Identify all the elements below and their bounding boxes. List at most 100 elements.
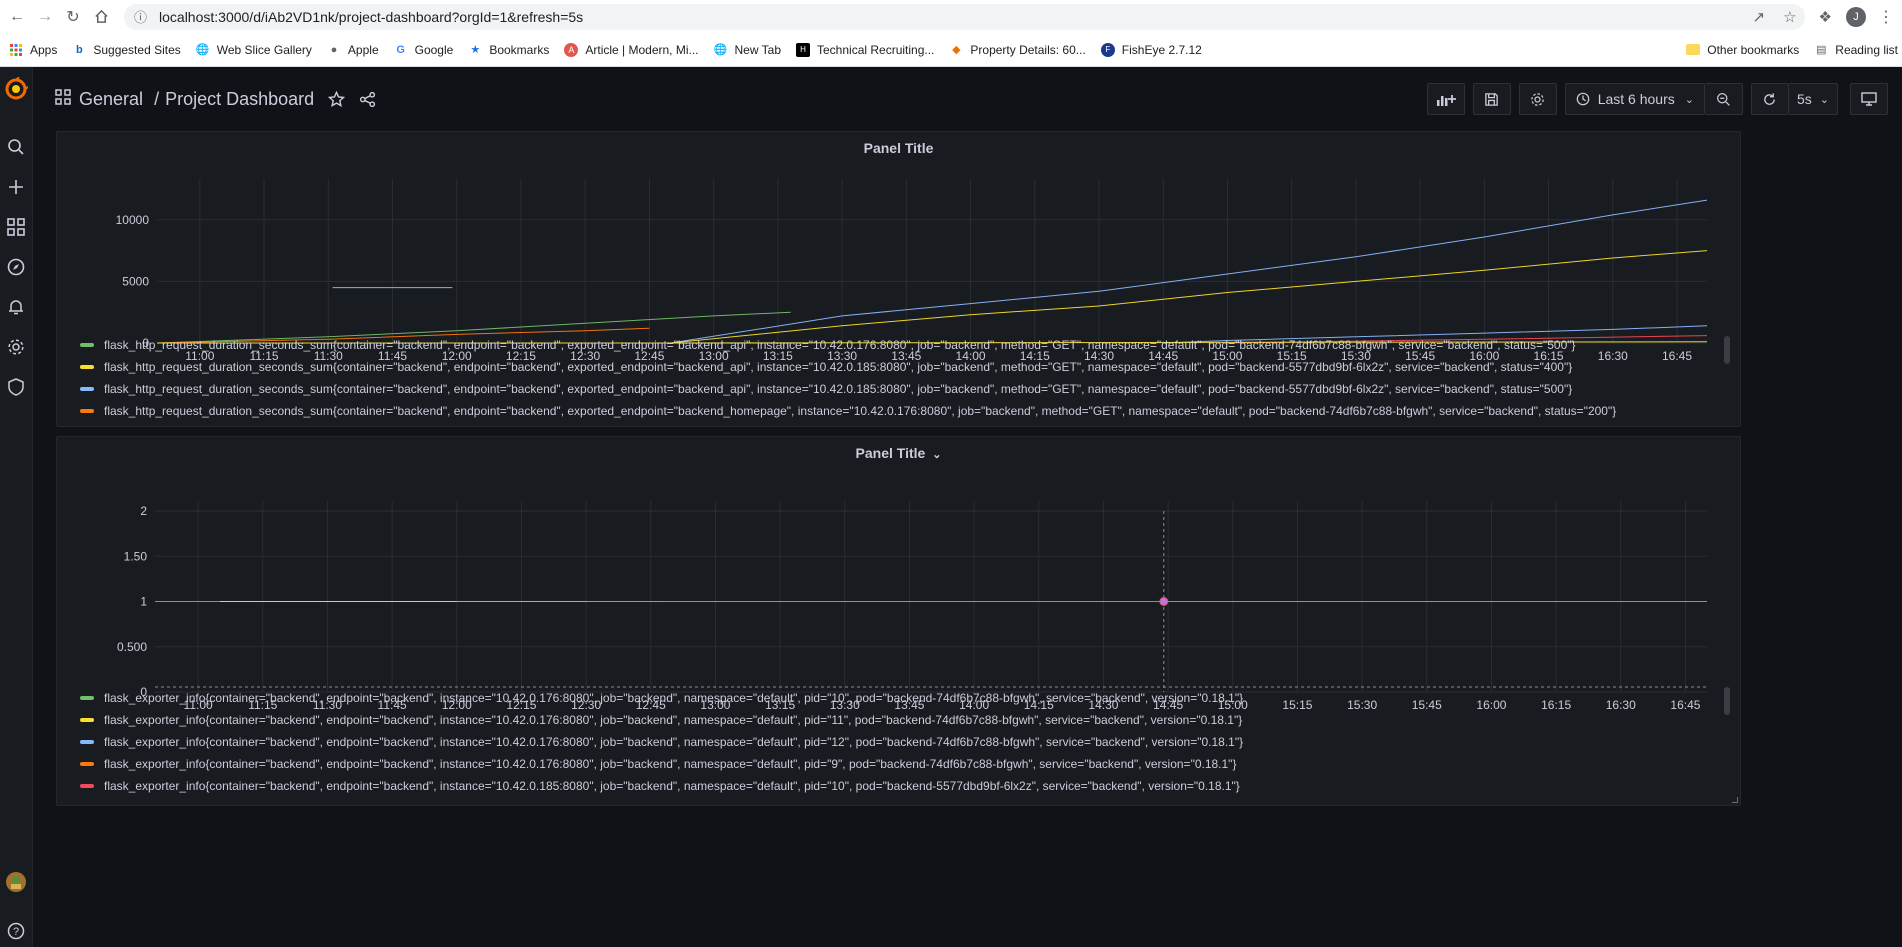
bookmark-label: Web Slice Gallery — [216, 42, 312, 57]
browser-menu-icon[interactable]: ⋮ — [1878, 8, 1894, 26]
bookmark-google[interactable]: G Google — [394, 43, 453, 57]
bookmark-bookmarks[interactable]: ★ Bookmarks — [468, 43, 549, 57]
bookmark-apps[interactable]: Apps — [9, 43, 57, 57]
url-text: localhost:3000/d/iAb2VD1nk/project-dashb… — [159, 8, 584, 25]
extensions-puzzle-icon[interactable]: ❖ — [1818, 8, 1832, 26]
address-bar[interactable]: ⓘ localhost:3000/d/iAb2VD1nk/project-das… — [124, 3, 1805, 30]
forward-icon[interactable]: → — [37, 7, 53, 25]
back-icon[interactable]: ← — [9, 7, 25, 25]
browser-toolbar: ← → ↻ ⓘ localhost:3000/d/iAb2VD1nk/proje… — [0, 0, 1902, 33]
cog-icon — [1531, 92, 1544, 106]
mark-favorite-star-icon[interactable] — [328, 90, 346, 108]
bookmark-label: Suggested Sites — [93, 42, 181, 57]
bookmark-new-tab[interactable]: 🌐 New Tab — [714, 43, 781, 57]
x-tick-label: 12:45 — [636, 698, 666, 712]
legend-item[interactable]: flask_http_request_duration_seconds_sum{… — [80, 400, 1616, 422]
grafana-sidemenu: ? — [0, 67, 33, 947]
x-tick-label: 11:15 — [248, 698, 277, 712]
add-panel-button[interactable] — [1426, 83, 1465, 115]
legend-item[interactable]: flask_http_request_duration_seconds_sum{… — [80, 378, 1616, 400]
panel-legend: flask_exporter_info{container="backend",… — [80, 687, 1243, 797]
x-tick-label: 12:15 — [506, 349, 536, 363]
panel-title-header[interactable]: Panel Title ⌄ — [57, 437, 1740, 469]
legend-label: flask_exporter_info{container="backend",… — [104, 757, 1237, 771]
home-icon[interactable] — [90, 6, 112, 28]
time-range-label: Last 6 hours — [1597, 91, 1675, 107]
monitor-icon — [1861, 92, 1877, 106]
panel-resize-handle[interactable] — [1732, 797, 1738, 803]
refresh-dashboard-button[interactable] — [1750, 83, 1789, 115]
panel-legend: flask_http_request_duration_seconds_sum{… — [80, 334, 1616, 422]
legend-swatch — [80, 718, 94, 722]
bookmark-label: Technical Recruiting... — [817, 42, 935, 57]
legend-item[interactable]: flask_exporter_info{container="backend",… — [80, 687, 1243, 709]
bookmark-label: Bookmarks — [489, 42, 550, 57]
dashboards-icon[interactable] — [6, 217, 26, 237]
profile-avatar[interactable]: J — [1846, 6, 1866, 27]
dashboard-settings-button[interactable] — [1518, 83, 1557, 115]
bookmark-label: Apple — [347, 42, 379, 57]
reload-icon[interactable]: ↻ — [66, 8, 80, 26]
legend-item[interactable]: flask_exporter_info{container="backend",… — [80, 775, 1243, 797]
legend-item[interactable]: flask_http_request_duration_seconds_sum{… — [80, 334, 1616, 356]
x-tick-label: 13:30 — [827, 349, 857, 363]
legend-item[interactable]: flask_exporter_info{container="backend",… — [80, 709, 1243, 731]
cycle-view-mode-button[interactable] — [1850, 83, 1888, 115]
y-tick-label: 5000 — [122, 274, 149, 288]
bookmark-property-details[interactable]: ◆ Property Details: 60... — [949, 43, 1086, 57]
grafana-logo-icon[interactable] — [4, 77, 28, 101]
panel-exporter-info: Panel Title ⌄ 0 0.500 1 1.50 2 11:00 11:15 11:3… — [56, 436, 1741, 806]
save-dashboard-button[interactable] — [1472, 83, 1511, 115]
other-bookmarks[interactable]: Other bookmarks — [1686, 43, 1799, 57]
bookmark-article[interactable]: A Article | Modern, Mi... — [564, 42, 699, 57]
legend-item[interactable]: flask_exporter_info{container="backend",… — [80, 731, 1243, 753]
explore-compass-icon[interactable] — [6, 257, 26, 277]
other-bookmarks-label: Other bookmarks — [1707, 42, 1800, 57]
configuration-gear-icon[interactable] — [6, 337, 26, 357]
legend-scrollbar[interactable] — [1724, 336, 1730, 364]
bing-icon: b — [75, 43, 83, 56]
dashboard-title[interactable]: Project Dashboard — [165, 88, 315, 109]
reading-list[interactable]: ▤ Reading list — [1814, 43, 1898, 57]
x-tick-label: 16:30 — [1606, 698, 1636, 712]
panel-title[interactable]: Panel Title — [863, 140, 934, 156]
refresh-interval-picker[interactable]: 5s ⌄ — [1788, 83, 1838, 115]
create-plus-icon[interactable] — [6, 177, 26, 197]
legend-item[interactable]: flask_http_request_duration_seconds_sum{… — [80, 356, 1616, 378]
exporter-info-chart[interactable]: 0 0.500 1 1.50 2 11:00 11:15 11:30 11:45 12:00 12:… — [57, 469, 1742, 719]
help-icon[interactable]: ? — [6, 921, 26, 941]
bookmark-suggested-sites[interactable]: b Suggested Sites — [72, 42, 181, 57]
panel-menu-chevron-icon: ⌄ — [932, 449, 942, 461]
info-icon[interactable]: ⓘ — [134, 10, 148, 25]
dashboard-navbar: General / Project Dashboard Last 6 hours … — [33, 67, 1902, 131]
hover-point — [1159, 597, 1169, 606]
x-tick-label: 13:15 — [763, 349, 793, 363]
alerting-bell-icon[interactable] — [6, 297, 26, 317]
series-line — [649, 341, 1708, 344]
bookmark-label: New Tab — [734, 42, 781, 57]
share-dashboard-icon[interactable] — [359, 91, 376, 108]
zoom-out-button[interactable] — [1704, 83, 1743, 115]
time-picker-button[interactable]: Last 6 hours ⌄ — [1564, 83, 1705, 115]
user-avatar[interactable] — [6, 872, 26, 892]
x-tick-label: 16:45 — [1662, 349, 1692, 363]
bookmark-web-slice-gallery[interactable]: 🌐 Web Slice Gallery — [196, 43, 312, 57]
share-page-icon[interactable]: ↗ — [1752, 8, 1766, 26]
legend-scrollbar[interactable] — [1724, 687, 1730, 715]
x-tick-label: 15:45 — [1412, 698, 1442, 712]
search-icon[interactable] — [6, 137, 26, 157]
bookmark-star-icon[interactable]: ☆ — [1783, 8, 1797, 26]
legend-label: flask_exporter_info{container="backend",… — [104, 779, 1240, 793]
request-duration-chart[interactable]: 0 5000 10000 11:00 11:15 11:30 11:45 12:00 12:15… — [57, 164, 1742, 369]
bookmark-apple[interactable]: ● Apple — [327, 43, 379, 57]
x-tick-label: 15:15 — [1277, 349, 1307, 363]
refresh-icon — [1764, 92, 1776, 105]
bookmark-fisheye[interactable]: F FishEye 2.7.12 — [1100, 42, 1202, 57]
breadcrumb-folder[interactable]: General — [79, 88, 144, 109]
save-icon — [1485, 92, 1498, 106]
server-admin-shield-icon[interactable] — [6, 377, 26, 397]
bookmark-technical-recruiting[interactable]: H Technical Recruiting... — [796, 42, 935, 57]
zoom-out-icon — [1717, 92, 1730, 106]
legend-swatch — [80, 696, 94, 700]
legend-item[interactable]: flask_exporter_info{container="backend",… — [80, 753, 1243, 775]
